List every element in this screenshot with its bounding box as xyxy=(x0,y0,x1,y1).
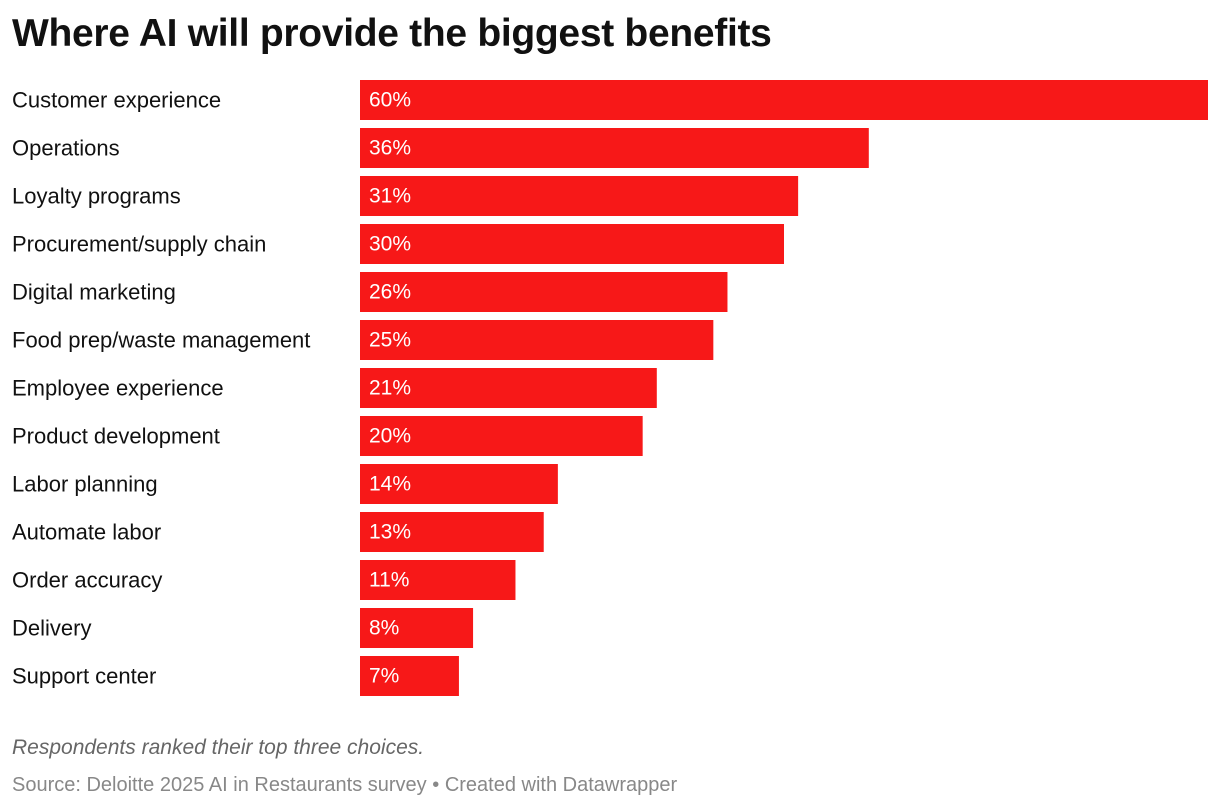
category-label: Automate labor xyxy=(12,520,161,545)
category-label: Order accuracy xyxy=(12,568,162,593)
bar xyxy=(360,128,869,168)
category-label: Employee experience xyxy=(12,376,224,401)
value-label: 25% xyxy=(369,329,411,352)
bar xyxy=(360,416,643,456)
category-label: Loyalty programs xyxy=(12,184,181,209)
bar xyxy=(360,272,728,312)
value-label: 60% xyxy=(369,89,411,112)
source-separator: • xyxy=(432,774,440,796)
value-label: 8% xyxy=(369,617,399,640)
bar xyxy=(360,512,544,552)
value-label: 30% xyxy=(369,233,411,256)
chart-title: Where AI will provide the biggest benefi… xyxy=(12,12,772,55)
value-label: 14% xyxy=(369,473,411,496)
category-label: Product development xyxy=(12,424,220,449)
value-label: 7% xyxy=(369,665,399,688)
chart-note: Respondents ranked their top three choic… xyxy=(12,736,425,759)
value-label: 20% xyxy=(369,425,411,448)
value-label: 13% xyxy=(369,521,411,544)
source-label: Source: Deloitte 2025 AI in Restaurants … xyxy=(12,774,427,796)
category-label: Food prep/waste management xyxy=(12,328,310,353)
bar xyxy=(360,320,714,360)
bar xyxy=(360,176,799,216)
category-label: Customer experience xyxy=(12,88,221,113)
category-label: Operations xyxy=(12,136,120,161)
bar xyxy=(360,224,784,264)
source-line: Source: Deloitte 2025 AI in Restaurants … xyxy=(12,774,677,797)
bar xyxy=(360,656,459,696)
bar xyxy=(360,464,558,504)
category-label: Support center xyxy=(12,664,156,689)
category-label: Digital marketing xyxy=(12,280,176,305)
datawrapper-credit-link[interactable]: Created with Datawrapper xyxy=(444,774,678,796)
value-label: 31% xyxy=(369,185,411,208)
bar xyxy=(360,608,474,648)
category-label: Labor planning xyxy=(12,472,158,497)
category-label: Procurement/supply chain xyxy=(12,232,266,257)
value-label: 36% xyxy=(369,137,411,160)
category-label: Delivery xyxy=(12,616,91,641)
value-label: 26% xyxy=(369,281,411,304)
value-label: 21% xyxy=(369,377,411,400)
bar xyxy=(360,80,1208,120)
bar xyxy=(360,368,657,408)
bar xyxy=(360,560,516,600)
value-label: 11% xyxy=(369,569,409,592)
